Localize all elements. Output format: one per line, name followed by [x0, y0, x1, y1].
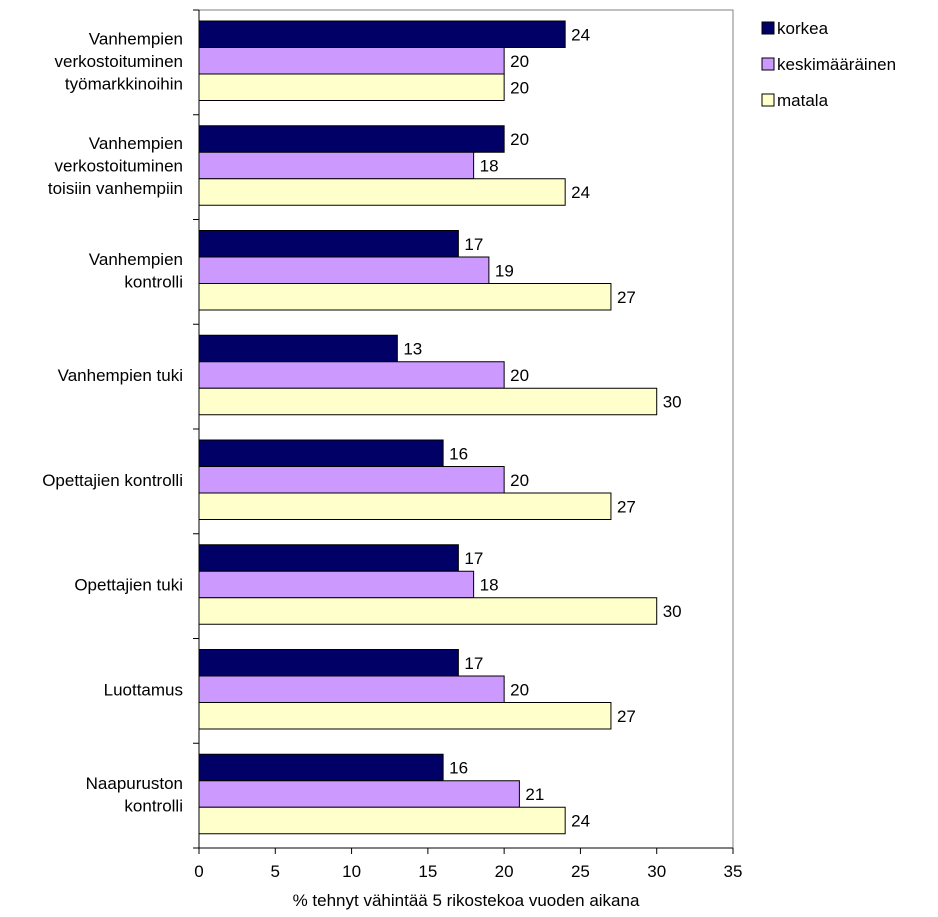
data-label: 24: [571, 812, 590, 831]
x-tick-label: 0: [194, 862, 203, 881]
data-label: 20: [510, 366, 529, 385]
data-label: 30: [663, 602, 682, 621]
data-label: 16: [449, 444, 468, 463]
bar: [198, 649, 459, 677]
bar: [198, 283, 612, 311]
data-label: 21: [525, 785, 544, 804]
data-label: 17: [464, 235, 483, 254]
data-label: 13: [403, 340, 422, 359]
legend-swatch: [761, 93, 775, 107]
data-label: 17: [464, 654, 483, 673]
bar: [198, 387, 658, 416]
bar: [198, 151, 475, 180]
x-tick-label: 15: [418, 862, 437, 881]
data-label: 17: [464, 549, 483, 568]
bar: [198, 125, 505, 153]
data-label: 18: [480, 157, 499, 176]
bar: [198, 753, 444, 782]
bar: [198, 702, 612, 730]
data-label: 20: [510, 78, 529, 97]
data-label: 20: [510, 680, 529, 699]
x-tick-label: 20: [495, 862, 514, 881]
x-axis-title: % tehnyt vähintää 5 rikostekoa vuoden ai…: [293, 891, 640, 910]
category-label: Naapuruston kontrolli: [86, 774, 183, 816]
category-label: Opettajien kontrolli: [42, 471, 183, 490]
category-label: Luottamus: [104, 680, 183, 699]
data-label: 27: [617, 288, 636, 307]
legend-label: keskimääräinen: [777, 55, 896, 74]
bar: [198, 544, 459, 572]
data-label: 27: [617, 497, 636, 516]
legend-swatch: [761, 57, 775, 71]
category-label: Vanhempien kontrolli: [89, 250, 183, 292]
bar: [198, 73, 505, 101]
bar: [198, 334, 398, 363]
bar: [198, 47, 505, 75]
bar: [198, 806, 566, 835]
bar: [198, 178, 566, 206]
bar: [198, 361, 505, 389]
data-label: 20: [510, 52, 529, 71]
x-tick-label: 10: [342, 862, 361, 881]
legend: korkea keskimääräinen matala: [761, 19, 896, 110]
category-label: Vanhempien verkostoituminen toisiin vanhem…: [48, 134, 183, 198]
legend-label: matala: [777, 91, 829, 110]
bar: [198, 780, 520, 808]
bar: [198, 466, 505, 494]
data-label: 16: [449, 759, 468, 778]
bar: [198, 492, 612, 520]
bar: [198, 597, 658, 625]
category-label: Vanhempien verkostoituminen työmarkkinoihi…: [54, 29, 183, 93]
category-label: Vanhempien tuki: [58, 366, 183, 385]
data-label: 24: [571, 183, 590, 202]
data-label: 30: [663, 393, 682, 412]
data-label: 24: [571, 25, 590, 44]
bar: [198, 675, 505, 703]
bar: [198, 256, 490, 284]
legend-swatch: [761, 21, 775, 35]
bar: [198, 439, 444, 467]
x-tick-label: 5: [271, 862, 280, 881]
plot-area: 24 20 20 Vanhempien verkostoituminen työmarkk…: [42, 9, 743, 881]
x-tick-label: 35: [724, 862, 743, 881]
data-label: 27: [617, 707, 636, 726]
bar: [198, 570, 475, 599]
x-tick-label: 30: [647, 862, 666, 881]
bar: [198, 20, 566, 48]
x-tick-label: 25: [571, 862, 590, 881]
data-label: 20: [510, 130, 529, 149]
legend-label: korkea: [777, 19, 829, 38]
category-label: Opettajien tuki: [74, 576, 183, 595]
bar: [198, 230, 459, 258]
data-label: 18: [480, 576, 499, 595]
data-label: 19: [495, 261, 514, 280]
data-label: 20: [510, 471, 529, 490]
